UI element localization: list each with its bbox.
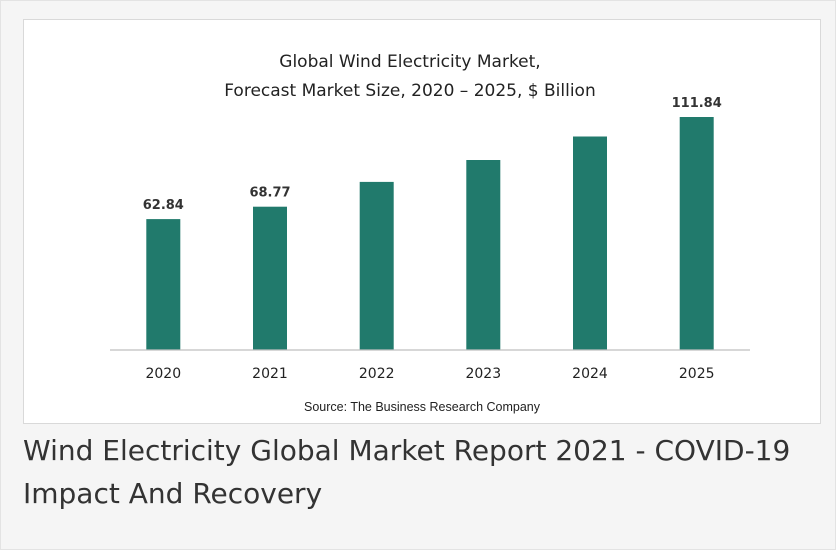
data-label-2020: 62.84 (143, 198, 184, 213)
report-title-link[interactable]: Wind Electricity Global Market Report 20… (23, 434, 791, 510)
chart-panel: Global Wind Electricity Market, Forecast… (23, 19, 821, 424)
x-tick-label-2025: 2025 (679, 366, 715, 382)
x-tick-label-2022: 2022 (359, 366, 395, 382)
chart-source: Source: The Business Research Company (304, 400, 541, 414)
data-label-2025: 111.84 (672, 96, 722, 111)
bar-2020 (146, 219, 181, 350)
bars-group: 62.84 68.77 111.84 (143, 96, 722, 350)
chart-title-line-1: Global Wind Electricity Market, (279, 52, 540, 72)
bar-2024 (573, 136, 607, 350)
x-tick-labels: 2020 2021 2022 2023 2024 2025 (145, 366, 714, 382)
x-tick-label-2020: 2020 (145, 366, 181, 382)
x-tick-label-2023: 2023 (465, 366, 501, 382)
bar-2022 (359, 181, 394, 350)
x-tick-label-2024: 2024 (572, 366, 608, 382)
data-label-2021: 68.77 (249, 186, 290, 201)
bar-chart: Global Wind Electricity Market, Forecast… (110, 52, 750, 414)
bar-2021 (253, 206, 287, 350)
bar-2023 (466, 160, 501, 350)
x-tick-label-2021: 2021 (252, 366, 288, 382)
bar-2025 (679, 117, 714, 350)
chart-title-line-2: Forecast Market Size, 2020 – 2025, $ Bil… (224, 81, 595, 101)
